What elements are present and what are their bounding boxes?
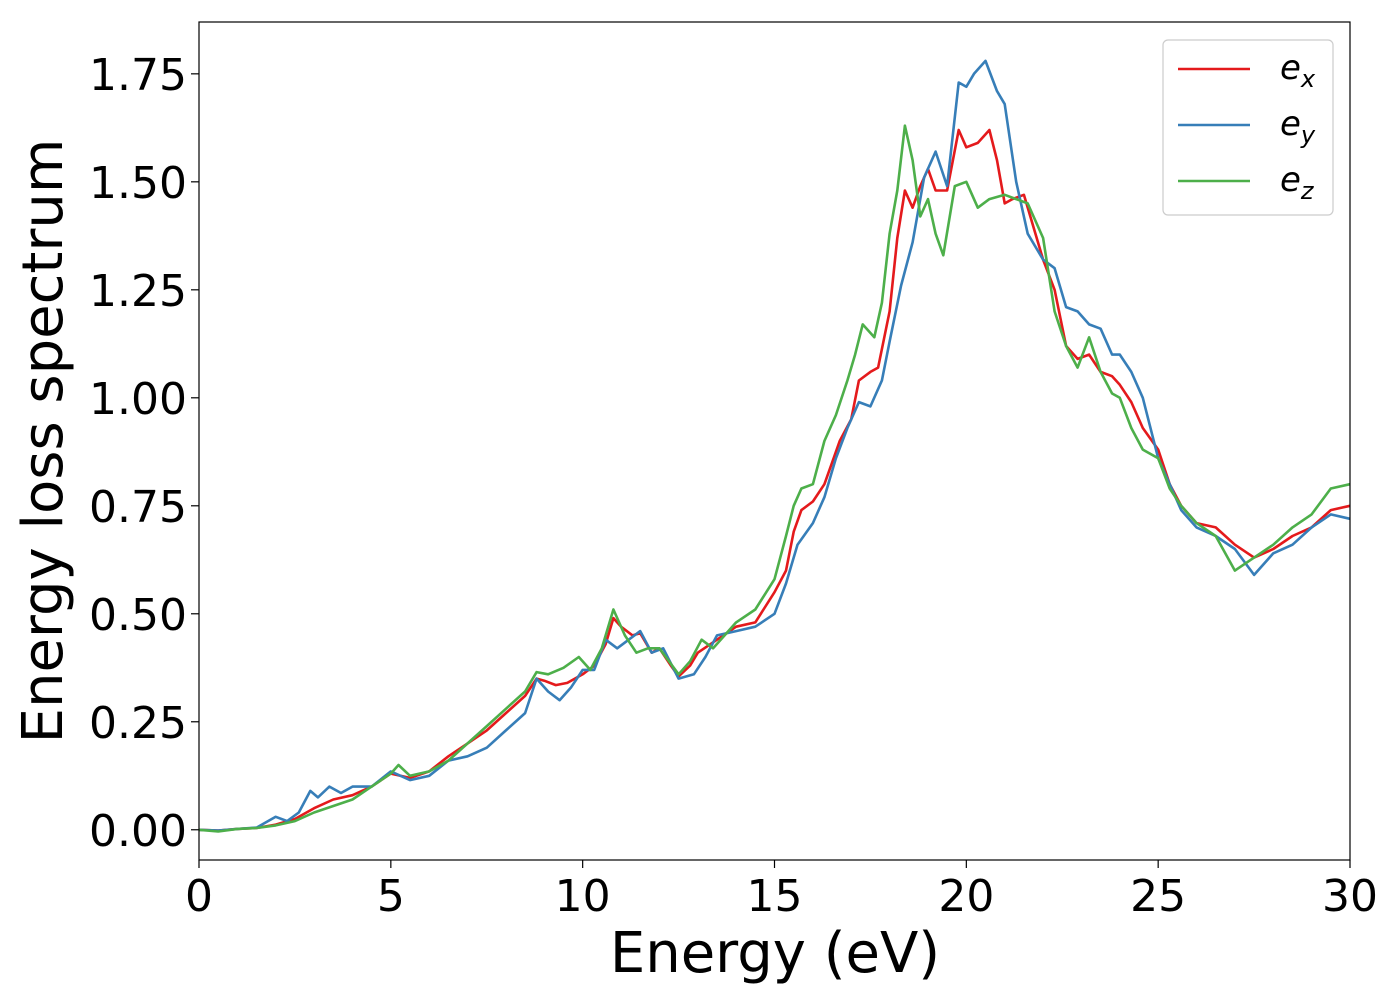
legend-box — [1162, 39, 1334, 216]
legend-label-base: e — [1280, 160, 1301, 200]
legend-label-base: e — [1280, 48, 1301, 88]
series-line-e-z — [198, 124, 1351, 833]
y-axis-title: Energy loss spectrum — [11, 139, 76, 744]
legend-label: ey — [1280, 104, 1316, 149]
legend-label-subscript: z — [1300, 177, 1315, 205]
y-tick-label: 0.50 — [89, 590, 187, 641]
y-tick-label: 1.50 — [89, 158, 187, 209]
legend-label: ez — [1280, 160, 1315, 205]
y-tick-label: 1.00 — [89, 374, 187, 425]
legend-label: ex — [1280, 48, 1316, 93]
series-line-e-y — [198, 59, 1351, 832]
plot-frame — [198, 21, 1351, 861]
ticks-layer: 0 5 10 15 20 25 30 0.00 0.25 0.50 0.75 1.00 1.25 1.50… — [89, 50, 1378, 922]
x-axis-title: Energy (eV) — [610, 921, 940, 986]
series-line-e-x — [198, 128, 1351, 832]
legend-label-subscript: y — [1300, 121, 1316, 149]
y-tick-label: 0.75 — [89, 482, 187, 533]
x-tick-label: 20 — [938, 871, 994, 922]
y-tick-label: 1.75 — [89, 50, 187, 101]
y-tick-label: 0.00 — [89, 806, 187, 857]
y-tick-label: 0.25 — [89, 698, 187, 749]
legend-label-base: e — [1280, 104, 1301, 144]
y-tick-label: 1.25 — [89, 266, 187, 317]
x-tick-label: 30 — [1322, 871, 1378, 922]
x-tick-label: 10 — [555, 871, 611, 922]
x-tick-label: 15 — [747, 871, 803, 922]
lines-layer — [198, 59, 1351, 833]
x-tick-label: 25 — [1130, 871, 1186, 922]
legend-label-subscript: x — [1300, 65, 1316, 93]
x-tick-label: 0 — [185, 871, 213, 922]
x-tick-label: 5 — [377, 871, 405, 922]
